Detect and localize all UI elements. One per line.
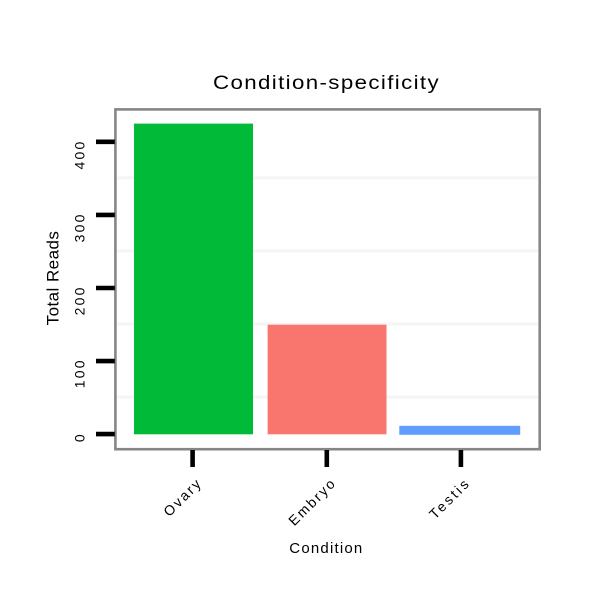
svg-text:Condition: Condition — [289, 540, 363, 557]
svg-text:Condition-specificity: Condition-specificity — [213, 72, 440, 94]
svg-text:100: 100 — [72, 358, 88, 388]
svg-text:Total Reads: Total Reads — [44, 231, 63, 326]
svg-text:400: 400 — [72, 140, 88, 170]
svg-text:200: 200 — [72, 285, 88, 315]
svg-text:0: 0 — [72, 432, 88, 442]
svg-text:300: 300 — [72, 212, 88, 242]
